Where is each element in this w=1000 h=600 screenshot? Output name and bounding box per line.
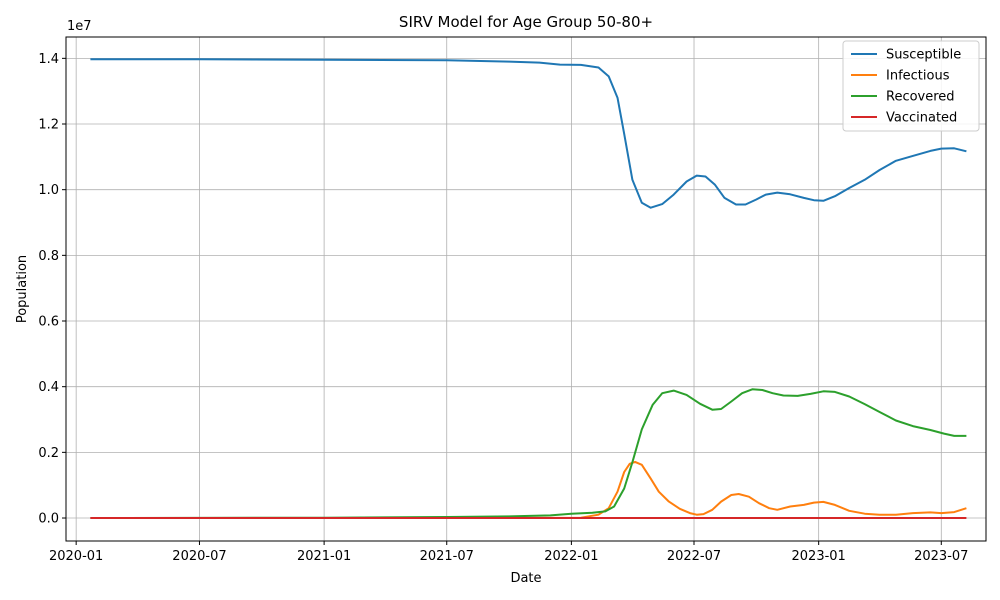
x-axis: 2020-01 2020-07 2021-01 2021-07 2022-01 2022-… (49, 541, 968, 564)
chart-title: SIRV Model for Age Group 50-80+ (399, 13, 653, 31)
y-tick-label: 1.4 (38, 52, 59, 67)
legend-label-infectious: Infectious (886, 69, 950, 84)
y-tick-label: 1.2 (38, 118, 59, 133)
x-tick-label: 2023-07 (914, 549, 968, 564)
grid (66, 37, 986, 541)
x-axis-title: Date (510, 571, 541, 586)
y-tick-label: 0.4 (38, 380, 59, 395)
y-multiplier-label: 1e7 (67, 19, 92, 34)
plot-frame (65, 36, 987, 542)
x-tick-label: 2023-01 (792, 549, 846, 564)
legend-label-vaccinated: Vaccinated (886, 111, 957, 126)
y-tick-label: 0.6 (38, 315, 59, 330)
series-line-recovered (90, 388, 967, 519)
legend-box (842, 40, 980, 132)
x-tick-label: 2020-01 (49, 549, 103, 564)
x-tick-label: 2020-07 (172, 549, 226, 564)
legend-label-recovered: Recovered (886, 90, 955, 105)
y-tick-label: 1.0 (38, 183, 59, 198)
legend-label-susceptible: Susceptible (886, 48, 961, 63)
x-tick-label: 2021-01 (297, 549, 351, 564)
x-tick-label: 2022-07 (667, 549, 721, 564)
series-line-susceptible (90, 58, 967, 209)
series-lines (90, 58, 967, 519)
x-tick-label: 2021-07 (420, 549, 474, 564)
y-tick-label: 0.2 (38, 446, 59, 461)
y-tick-label: 0.8 (38, 249, 59, 264)
x-tick-label: 2022-01 (544, 549, 598, 564)
y-axis-title: Population (15, 255, 30, 323)
series-line-infectious (90, 460, 967, 519)
legend: Susceptible Infectious Recovered Vaccinated (842, 40, 980, 132)
y-tick-label: 0.0 (38, 512, 59, 527)
y-axis: 0.0 0.2 0.4 0.6 0.8 1.0 1.2 1.4 (38, 52, 66, 527)
